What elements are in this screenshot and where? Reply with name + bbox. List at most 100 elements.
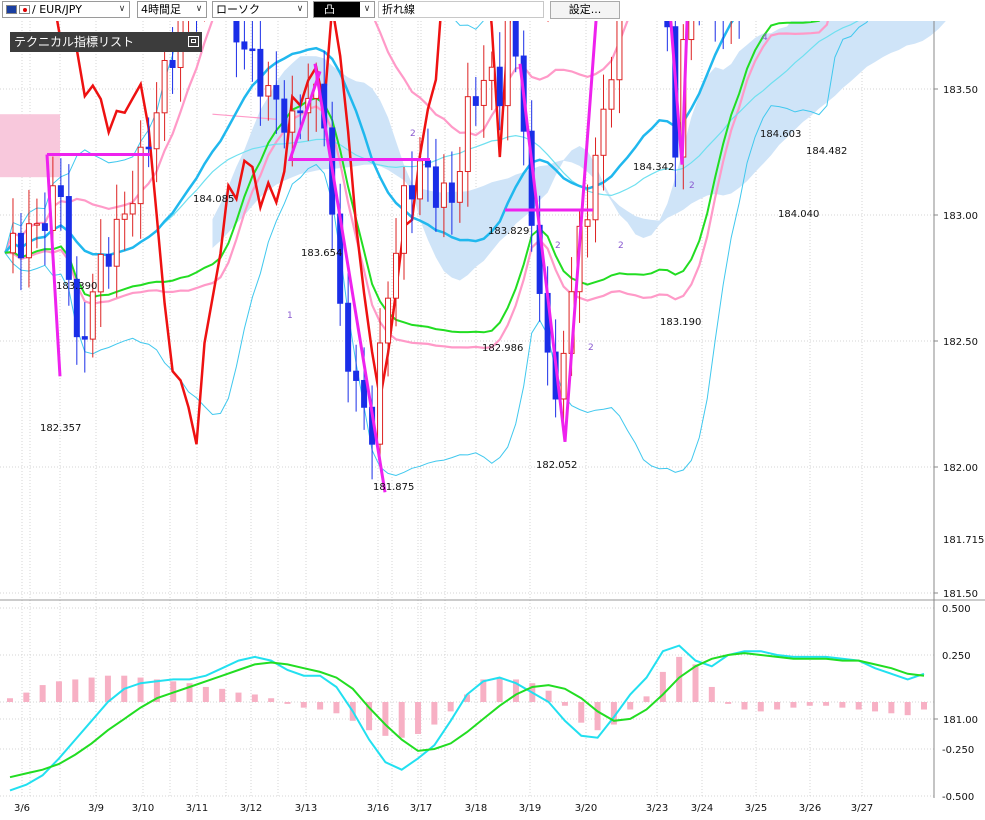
candle-body <box>65 196 72 280</box>
chart-area[interactable]: 2 1 2 2 2 2 4 183.390 182.357 184.085 183.654 181.… <box>0 21 985 820</box>
candle-body <box>432 166 439 208</box>
candle-body <box>448 182 455 203</box>
macd-histogram-bar <box>153 679 160 702</box>
chevron-down-icon[interactable]: ∨ <box>296 4 304 14</box>
price-label: 181.875 <box>373 482 414 493</box>
macd-line <box>9 644 925 792</box>
minimize-icon[interactable] <box>188 36 199 47</box>
grid <box>0 21 985 797</box>
price-label: 184.342 <box>633 162 674 173</box>
macd-histogram-bar <box>7 698 13 702</box>
timeframe-select[interactable]: 4時間足 ∨ <box>137 1 207 18</box>
price-tick-label: 181.50 <box>943 589 978 600</box>
macd-histogram-bar <box>39 685 46 702</box>
candle-body <box>504 21 511 107</box>
candle-body <box>385 297 392 344</box>
date-tick-label: 3/20 <box>575 803 597 814</box>
line-type-select[interactable]: 折れ線 <box>378 1 544 18</box>
candle-body <box>97 253 104 293</box>
chevron-down-icon[interactable]: ∨ <box>360 2 374 17</box>
candle-body <box>608 79 615 110</box>
candle-body <box>393 252 400 299</box>
candle-body <box>664 21 671 28</box>
macd-histogram-bar <box>496 677 503 702</box>
macd-histogram-bar <box>382 702 389 736</box>
macd-histogram-bar <box>643 696 650 702</box>
cloud-area <box>212 21 946 281</box>
macd-histogram-bar <box>610 702 617 725</box>
candle-body <box>600 108 607 156</box>
macd-tick-label: -0.500 <box>942 792 974 803</box>
line-type-label: 折れ線 <box>382 3 415 16</box>
lagging-span-line <box>56 21 549 445</box>
macd-histogram-bar <box>904 702 911 716</box>
macd-histogram-bar <box>594 702 601 731</box>
symbol-select[interactable]: / EUR/JPY ∨ <box>2 1 130 18</box>
date-tick-label: 3/13 <box>295 803 317 814</box>
settings-button[interactable]: 設定... <box>550 1 620 19</box>
bollinger-bands <box>3 21 869 477</box>
chart-type-select[interactable]: ローソク ∨ <box>212 1 308 18</box>
candle-body <box>105 253 112 267</box>
toolbar: / EUR/JPY ∨ 4時間足 ∨ ローソク ∨ 凸 ∨ 折れ線 設定... <box>0 0 985 21</box>
zigzag-line <box>313 63 387 493</box>
candle-body <box>121 213 128 220</box>
zigzag-line <box>45 154 62 377</box>
candle-body <box>137 146 144 205</box>
bollinger-line <box>4 21 869 477</box>
candle-body <box>153 112 160 150</box>
candle-body <box>17 232 24 259</box>
candle-body <box>464 96 471 173</box>
bollinger-line <box>3 21 629 254</box>
macd-histogram-bar <box>447 702 454 712</box>
date-tick-label: 3/25 <box>745 803 767 814</box>
price-tick-label: 183.00 <box>943 211 978 222</box>
zigzag-marker: 4 <box>762 33 768 43</box>
zigzag-marker: 2 <box>588 343 594 353</box>
tool-select[interactable]: 凸 ∨ <box>313 1 375 18</box>
macd-histogram-bar <box>284 702 291 704</box>
candle-body <box>401 185 407 254</box>
macd-histogram-bar <box>627 702 634 710</box>
price-label: 183.829 <box>488 226 529 237</box>
macd-histogram-bar <box>300 702 307 708</box>
candle-body <box>257 48 264 97</box>
candle-body <box>488 66 495 81</box>
candle-body <box>456 171 463 203</box>
candle-body <box>616 21 623 81</box>
candle-body <box>241 41 248 50</box>
macd-histogram-bar <box>431 702 438 725</box>
macd-histogram-bar <box>268 698 275 702</box>
chevron-down-icon[interactable]: ∨ <box>195 4 203 14</box>
candle-body <box>560 352 567 400</box>
macd-histogram-bar <box>578 702 585 723</box>
cloud-area-pink <box>0 114 60 178</box>
zigzag-line <box>669 21 689 165</box>
zigzag-marker: 2 <box>689 181 695 191</box>
candle-body <box>440 182 447 208</box>
candle-body <box>592 154 599 221</box>
macd-histogram-bar <box>872 702 879 712</box>
indicator-list-panel[interactable]: テクニカル指標リスト <box>10 32 202 52</box>
price-tick-label: 182.50 <box>943 337 978 348</box>
macd-tick-label: 0.500 <box>942 604 971 615</box>
price-label: 184.482 <box>806 146 847 157</box>
date-tick-label: 3/18 <box>465 803 487 814</box>
candle-body <box>25 223 32 259</box>
candle-body <box>361 379 368 408</box>
candle-body <box>496 66 503 107</box>
candle-body <box>297 110 304 114</box>
date-tick-label: 3/6 <box>14 803 30 814</box>
macd-histogram-bar <box>235 692 242 702</box>
macd-histogram-bar <box>464 694 470 702</box>
candle-body <box>145 146 152 150</box>
macd-histogram-bar <box>512 679 519 702</box>
macd-histogram-bar <box>725 702 732 704</box>
eu-flag-icon <box>6 5 17 14</box>
chevron-down-icon[interactable]: ∨ <box>118 4 126 14</box>
macd-histogram-bar <box>676 656 683 702</box>
macd-histogram-bar <box>545 690 552 702</box>
date-tick-label: 3/27 <box>851 803 873 814</box>
candle-body <box>249 48 256 52</box>
zigzag-marker: 2 <box>618 241 624 251</box>
